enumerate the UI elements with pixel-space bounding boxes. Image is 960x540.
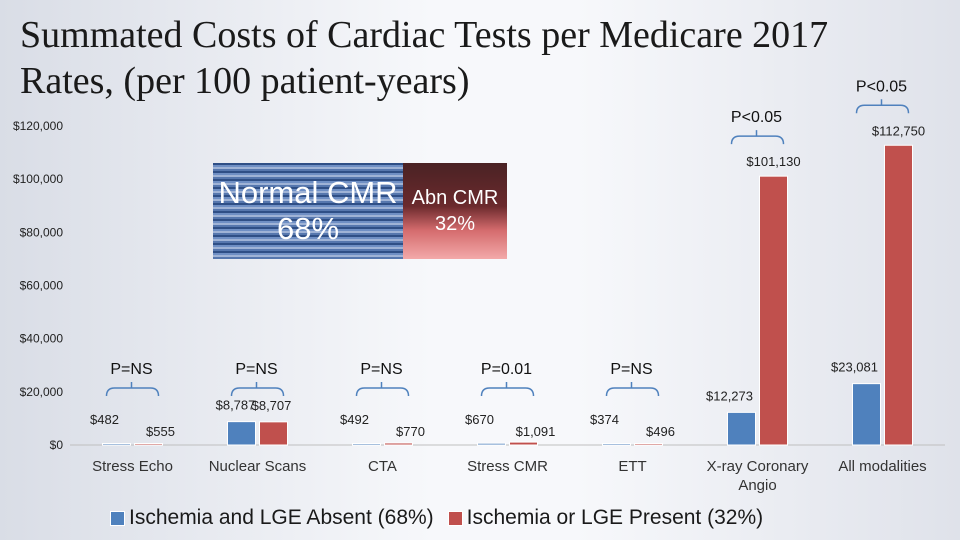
data-label-present: $8,707	[252, 398, 292, 413]
legend-item-present: Ischemia or LGE Present (32%)	[447, 506, 764, 530]
bar-present	[384, 442, 413, 446]
abnormal-cmr-block: Abn CMR 32%	[403, 163, 507, 259]
p-value-label: P=NS	[110, 361, 152, 378]
data-label-absent: $12,273	[706, 388, 753, 403]
y-tick-label: $40,000	[20, 332, 64, 346]
data-label-absent: $23,081	[831, 360, 878, 375]
chart-title: Summated Costs of Cardiac Tests per Medi…	[20, 14, 829, 102]
legend-label-absent: Ischemia and LGE Absent (68%)	[129, 506, 434, 529]
p-value-label: P=NS	[610, 361, 652, 378]
y-tick-label: $120,000	[13, 119, 63, 133]
x-category-label: Stress Echo	[92, 458, 173, 475]
significance-bracket	[480, 382, 535, 397]
data-label-absent: $374	[590, 412, 619, 427]
x-category-label: ETT	[618, 458, 646, 475]
normal-cmr-block: Normal CMR 68%	[213, 163, 403, 259]
p-value-label: P<0.05	[731, 109, 782, 126]
p-value-label: P=NS	[360, 361, 402, 378]
significance-bracket	[105, 382, 160, 397]
bar-present	[884, 144, 913, 446]
y-tick-label: $80,000	[20, 225, 64, 239]
bar-absent	[352, 443, 381, 446]
x-category-label: X-ray Coronary	[707, 458, 809, 475]
y-tick-label: $60,000	[20, 279, 64, 293]
cmr-proportion-inset: Normal CMR 68% Abn CMR 32%	[213, 163, 507, 259]
p-value-label: P=0.01	[481, 361, 532, 378]
x-category-label: All modalities	[838, 458, 926, 475]
data-label-absent: $492	[340, 412, 369, 427]
legend-label-present: Ischemia or LGE Present (32%)	[466, 506, 764, 529]
p-value-label: P=NS	[235, 361, 277, 378]
y-tick-label: $0	[50, 438, 64, 452]
x-category-label: Nuclear Scans	[209, 458, 307, 475]
significance-bracket	[605, 382, 660, 397]
bar-present	[134, 443, 163, 446]
significance-bracket	[730, 130, 785, 145]
bar-present	[509, 441, 538, 446]
legend-swatch-red	[447, 510, 463, 526]
bar-absent	[227, 421, 256, 446]
data-label-absent: $482	[90, 412, 119, 427]
bar-absent	[477, 442, 506, 446]
bar-present	[259, 421, 288, 446]
bar-present	[634, 443, 663, 446]
bar-absent	[727, 411, 756, 446]
bar-present	[759, 175, 788, 446]
y-tick-label: $100,000	[13, 172, 63, 186]
bar-absent	[852, 383, 881, 446]
x-category-label: Stress CMR	[467, 458, 548, 475]
significance-bracket	[230, 382, 285, 397]
x-category-label: Angio	[738, 477, 776, 494]
significance-bracket	[855, 99, 910, 114]
data-label-present: $555	[146, 424, 175, 439]
data-label-present: $112,750	[872, 123, 925, 138]
legend-swatch-blue	[110, 510, 125, 526]
legend-item-absent: Ischemia and LGE Absent (68%)	[110, 506, 434, 530]
bar-absent	[602, 443, 631, 446]
data-label-present: $101,130	[746, 154, 800, 169]
data-label-present: $1,091	[516, 424, 556, 439]
bar-absent	[102, 443, 131, 446]
data-label-absent: $670	[465, 412, 494, 427]
x-category-label: CTA	[368, 458, 397, 475]
p-value-label: P<0.05	[856, 78, 907, 95]
data-label-present: $770	[396, 424, 425, 439]
data-label-present: $496	[646, 424, 675, 439]
data-label-absent: $8,787	[216, 398, 256, 413]
legend: Ischemia and LGE Absent (68%) Ischemia o…	[110, 506, 763, 530]
significance-bracket	[355, 382, 410, 397]
y-tick-label: $20,000	[20, 385, 64, 399]
